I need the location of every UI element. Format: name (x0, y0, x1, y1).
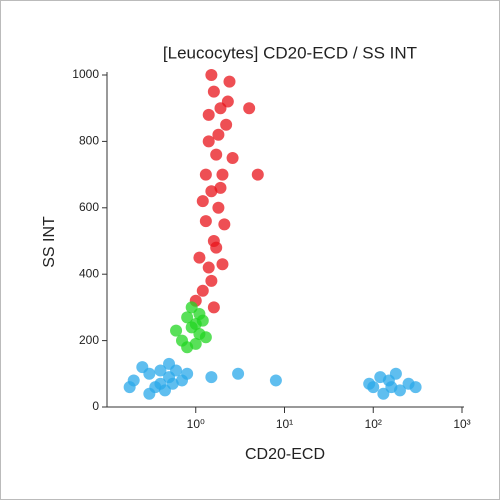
event-point (216, 168, 229, 181)
event-point (163, 357, 176, 370)
event-point (377, 387, 390, 400)
event-point (214, 181, 227, 194)
event-point (205, 185, 218, 198)
event-point (193, 251, 206, 264)
y-tick-label: 600 (79, 200, 99, 214)
x-tick-label: 10³ (453, 417, 470, 431)
event-point (202, 135, 215, 148)
event-point (199, 331, 212, 344)
event-point (202, 261, 215, 274)
event-point (223, 75, 236, 88)
event-point (205, 371, 218, 384)
x-tick-label: 10⁰ (187, 417, 205, 431)
event-point (212, 128, 225, 141)
y-tick-label: 1000 (72, 67, 99, 81)
event-point (207, 301, 220, 314)
y-tick-label: 200 (79, 333, 99, 347)
event-point (218, 218, 231, 231)
event-point (269, 374, 282, 387)
event-point (193, 308, 206, 321)
event-point (207, 85, 220, 98)
event-point (221, 95, 234, 108)
event-point (385, 381, 398, 394)
event-point (181, 367, 194, 380)
event-point (409, 381, 422, 394)
event-point (170, 324, 183, 337)
event-point (212, 201, 225, 214)
event-point (123, 381, 136, 394)
event-point (166, 377, 179, 390)
x-tick-label: 10² (365, 417, 382, 431)
event-point (205, 274, 218, 287)
event-point (210, 241, 223, 254)
chart-title: [Leucocytes] CD20-ECD / SS INT (163, 43, 417, 62)
event-point (199, 168, 212, 181)
event-point (181, 311, 194, 324)
event-point (143, 387, 156, 400)
event-point (136, 361, 149, 374)
event-point (389, 367, 402, 380)
event-point (216, 258, 229, 271)
event-point (226, 152, 239, 164)
event-point (374, 371, 387, 384)
event-point (154, 364, 167, 377)
y-tick-label: 0 (92, 399, 99, 413)
event-point (196, 195, 209, 208)
event-point (181, 341, 194, 354)
event-point (243, 102, 256, 115)
event-point (199, 215, 212, 228)
event-point (210, 148, 223, 161)
event-point (251, 168, 264, 181)
x-tick-label: 10¹ (276, 417, 293, 431)
event-point (205, 69, 218, 81)
event-point (202, 108, 215, 121)
y-axis-label: SS INT (41, 216, 58, 268)
y-tick-label: 800 (79, 134, 99, 148)
x-axis-label: CD20-ECD (245, 446, 325, 463)
event-point (220, 118, 233, 131)
event-point (363, 377, 376, 390)
y-tick-label: 400 (79, 266, 99, 280)
event-point (232, 367, 245, 380)
event-point (189, 318, 202, 330)
event-point (196, 284, 209, 297)
